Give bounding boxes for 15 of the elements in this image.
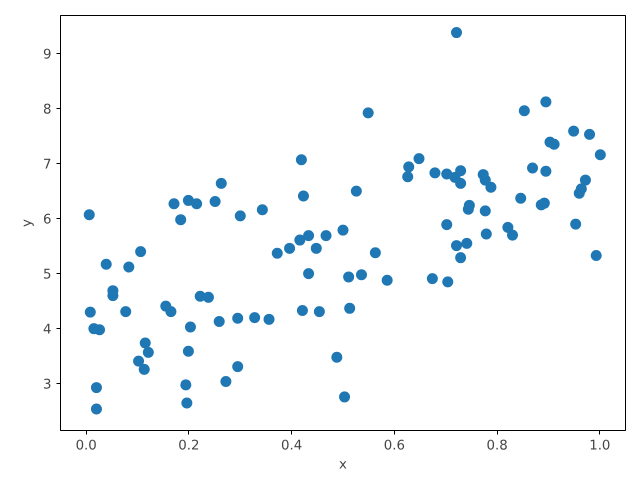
x-tick-label: 0.0 xyxy=(76,438,97,454)
x-tick-label: 0.2 xyxy=(178,438,200,454)
y-tick-label: 8 xyxy=(43,102,52,118)
x-tick-label: 0.6 xyxy=(384,438,405,454)
y-tick-label: 3 xyxy=(43,378,52,393)
y-tick-label: 7 xyxy=(43,158,52,173)
x-tick-label: 1.0 xyxy=(589,438,610,454)
y-axis-title: y xyxy=(20,218,36,227)
y-tick-label: 6 xyxy=(43,212,52,228)
x-tick-label: 0.4 xyxy=(281,438,302,454)
x-tick-label: 0.8 xyxy=(486,438,508,454)
y-tick-label: 9 xyxy=(43,47,52,62)
y-tick-label: 4 xyxy=(43,322,52,338)
y-tick-label: 5 xyxy=(43,268,52,283)
x-axis-title: x xyxy=(339,458,348,472)
